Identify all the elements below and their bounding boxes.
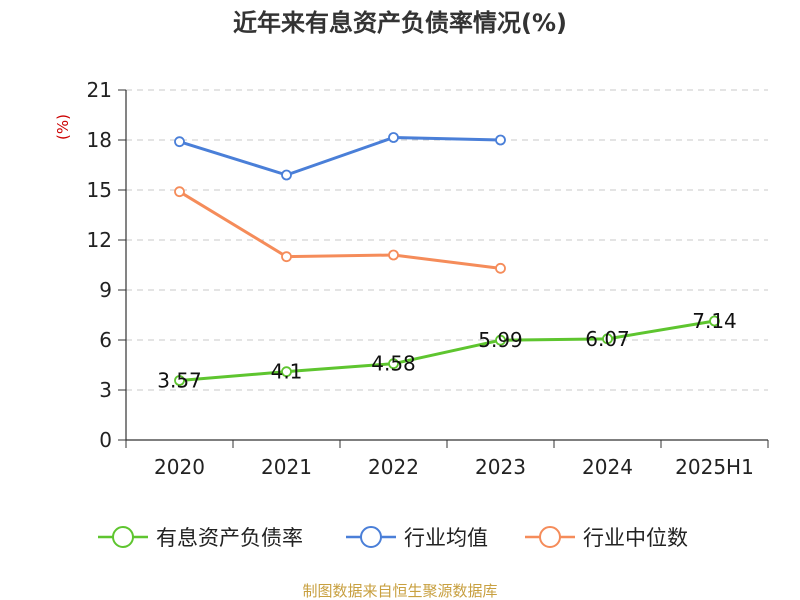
legend-item[interactable]: 行业中位数 [525,526,688,550]
y-tick-label: 15 [87,178,112,202]
x-tick-label: 2020 [154,455,205,479]
series-line [179,319,715,382]
data-point[interactable] [388,358,399,370]
legend-marker [539,526,561,548]
y-tick-label: 9 [99,278,112,302]
series-layer [174,132,720,386]
legend-label: 有息资产负债率 [156,526,303,550]
data-labels: 3.57 4.1 4.58 5.99 6.07 7.14 [157,309,737,393]
data-point[interactable] [174,136,185,148]
data-label: 6.07 [585,327,630,351]
data-label: 5.99 [478,328,523,352]
x-tick-label: 2024 [582,455,633,479]
y-tick-label: 12 [87,228,112,252]
x-tick-label: 2022 [368,455,419,479]
x-tick-label: 2025H1 [675,455,754,479]
legend-label: 行业均值 [404,526,488,550]
legend-marker [112,526,134,548]
y-tick-label: 3 [99,378,112,402]
series-line [179,136,501,177]
data-label: 4.1 [271,360,303,384]
legend-item[interactable]: 行业均值 [346,526,488,550]
y-axis-unit: (%) [54,114,72,140]
y-tick-label: 21 [87,78,112,102]
data-point[interactable] [174,186,185,198]
source-note: 制图数据来自恒生聚源数据库 [302,582,497,600]
data-point[interactable] [388,132,399,143]
series-line [178,190,501,270]
data-point[interactable] [388,249,399,261]
x-tick-label: 2023 [475,455,526,479]
data-point[interactable] [602,333,613,345]
axes: 0 3 6 9 12 15 18 21 2020 2021 2022 2023 2024 2025H1 [87,78,769,479]
chart-title: 近年来有息资产负债率情况(%) [233,9,567,37]
gridlines [126,89,768,391]
legend-label: 行业中位数 [583,526,688,550]
legend[interactable]: 有息资产负债率 行业均值 行业中位数 [98,526,688,550]
data-point[interactable] [495,134,506,146]
legend-marker [360,526,382,548]
y-tick-label: 18 [87,128,112,152]
x-tick-label: 2021 [261,455,312,479]
y-tick-label: 0 [99,428,112,452]
data-point[interactable] [174,375,185,386]
data-point[interactable] [281,169,292,181]
data-point[interactable] [281,251,292,263]
data-point[interactable] [495,334,506,346]
legend-item[interactable]: 有息资产负债率 [98,526,303,550]
data-label: 7.14 [692,309,737,333]
data-label: 3.57 [157,369,202,393]
data-point[interactable] [709,315,720,327]
data-point[interactable] [281,366,292,378]
data-point[interactable] [495,262,506,274]
y-tick-label: 6 [99,328,112,352]
data-label: 4.58 [371,352,416,376]
